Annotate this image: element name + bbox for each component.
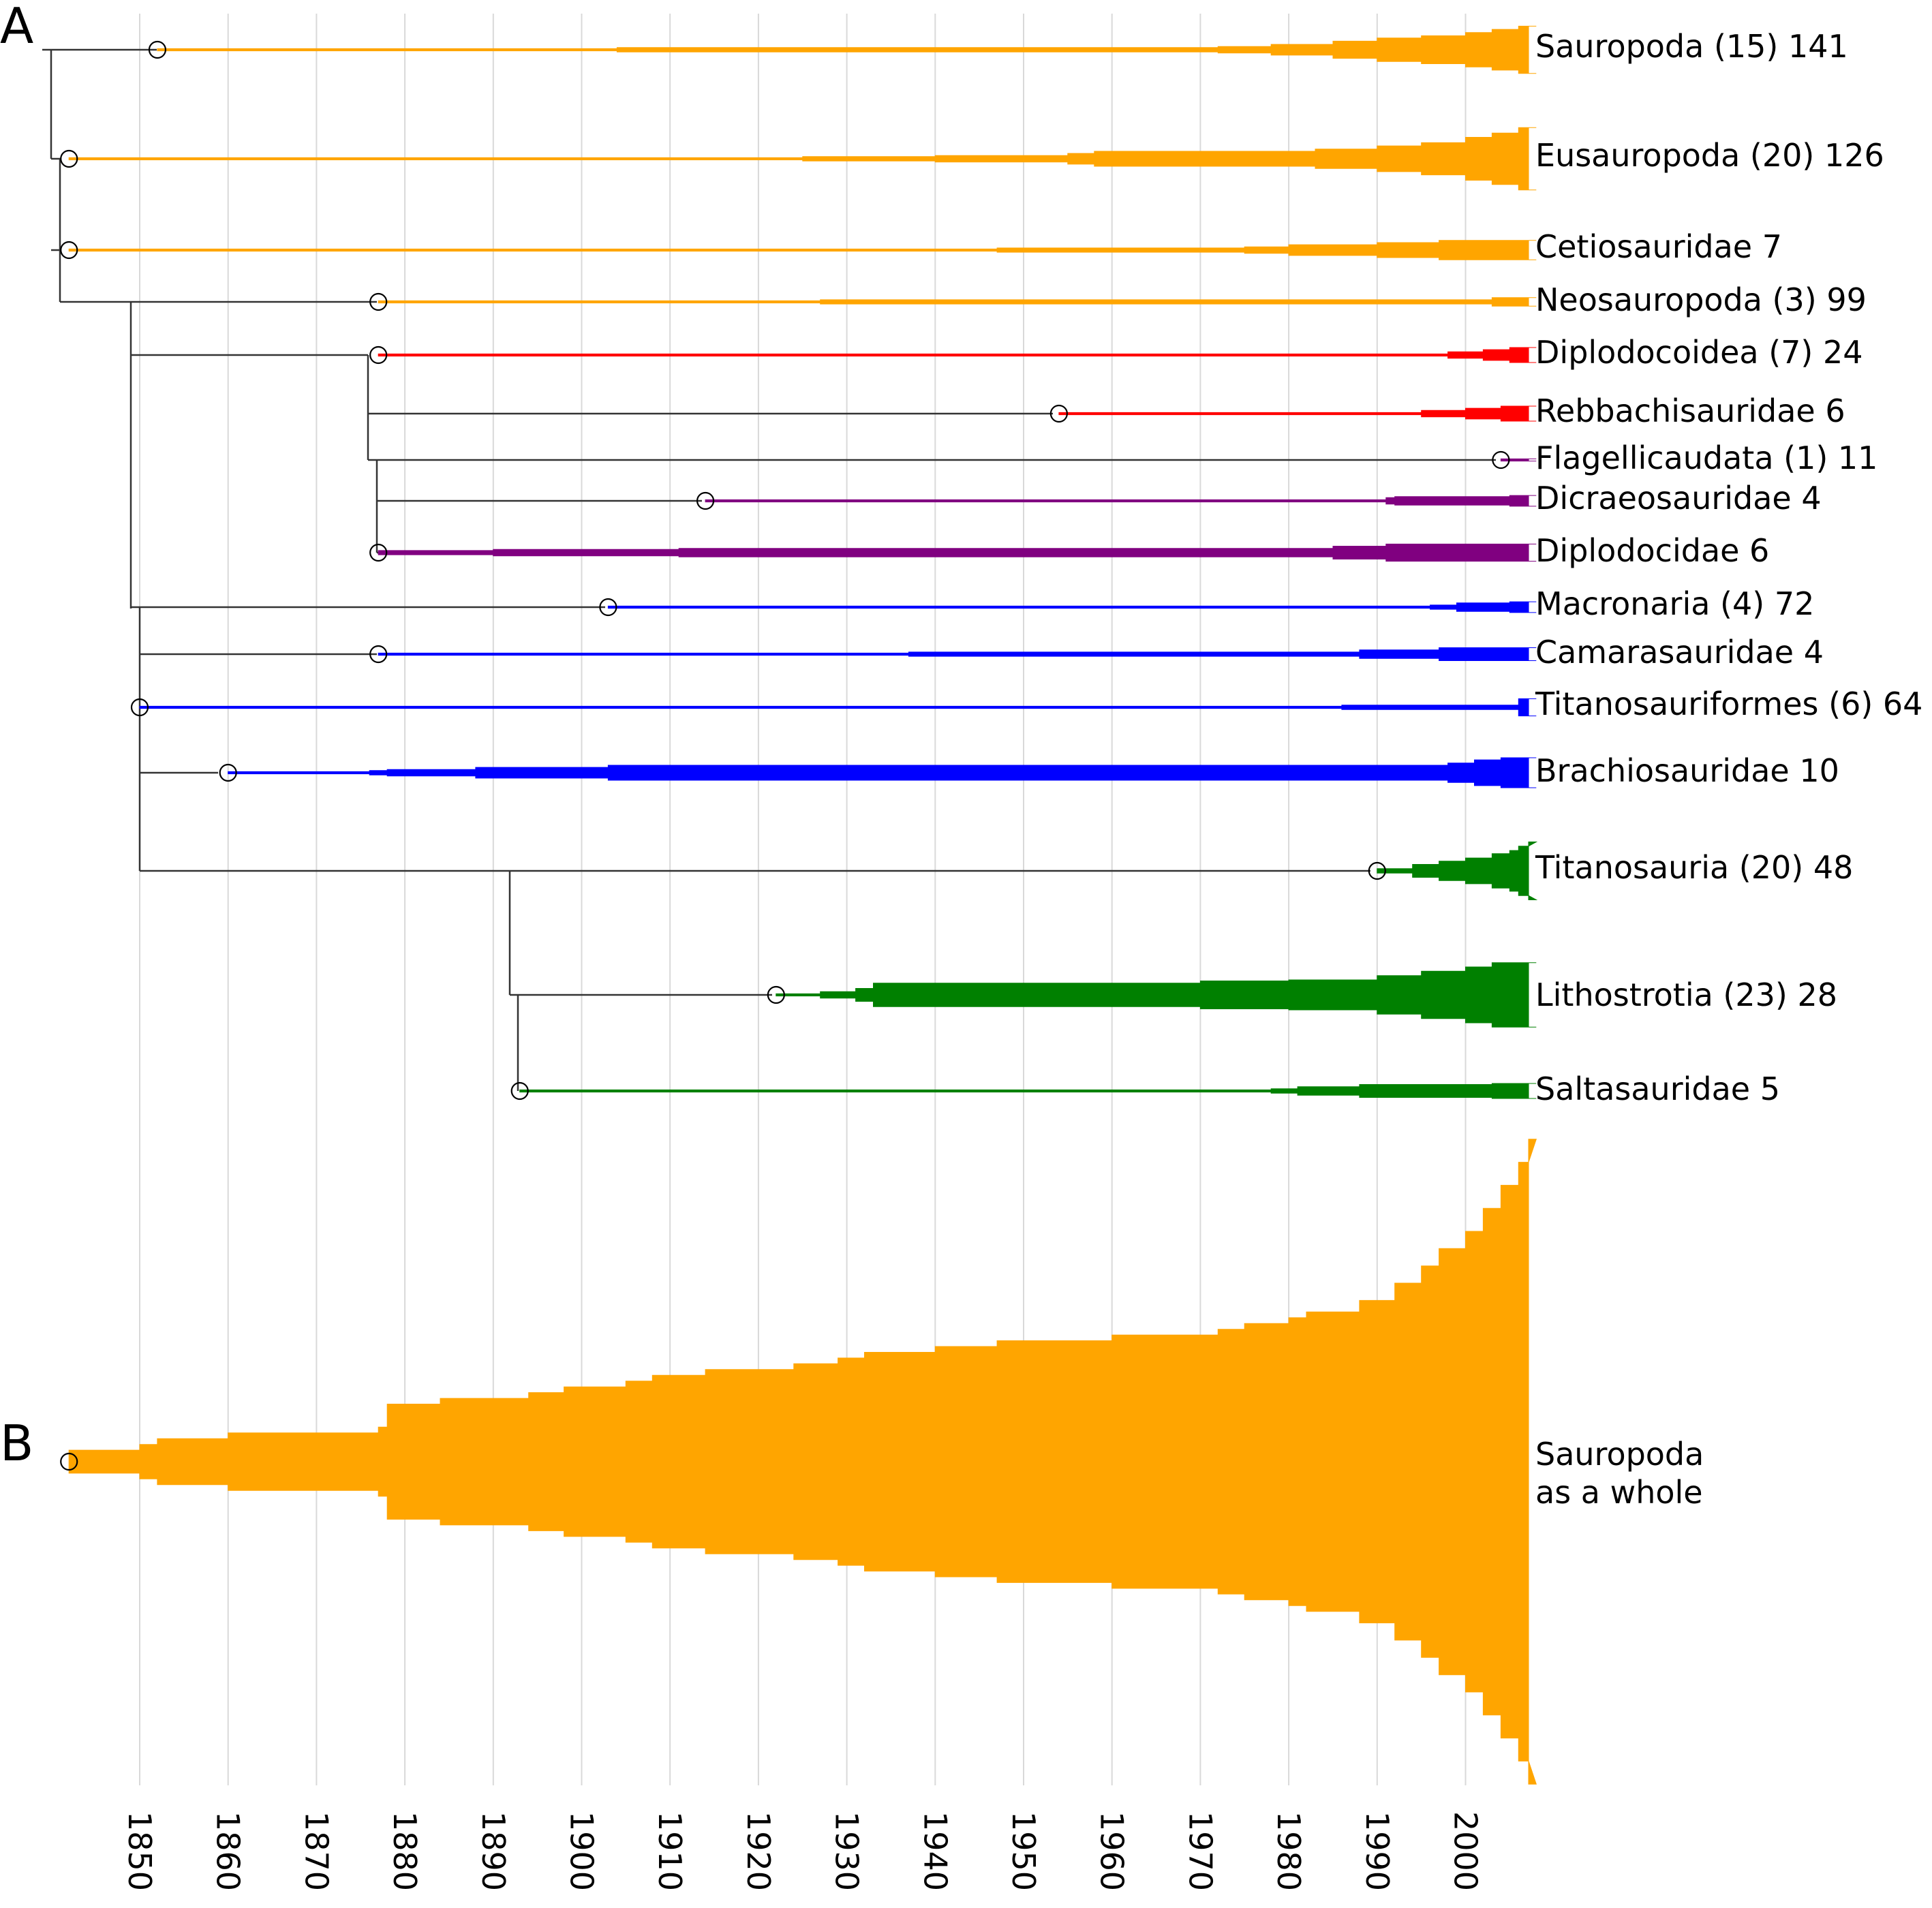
clade-label-1: Eusauropoda (20) 126: [1535, 137, 1884, 174]
clade-labels: Sauropoda (15) 141 Eusauropoda (20) 126 Ce…: [1535, 28, 1922, 1107]
origin-marker-15: [510, 1081, 529, 1101]
spindle-14: [776, 962, 1537, 1028]
origin-marker-9: [599, 598, 617, 617]
origin-marker-5: [1049, 404, 1068, 423]
x-tick-label-1890: 1890: [475, 1811, 512, 1891]
clade-label-0: Sauropoda (15) 141: [1535, 28, 1848, 65]
x-tick-label-1880: 1880: [386, 1811, 423, 1891]
x-tick-label-2000: 2000: [1447, 1811, 1484, 1891]
x-tick-label-1990: 1990: [1359, 1811, 1396, 1891]
spindle-10: [378, 647, 1537, 661]
x-tick-label-1860: 1860: [210, 1811, 247, 1891]
spindle-7: [705, 495, 1537, 507]
clade-label-8: Diplodocidae 6: [1535, 532, 1769, 569]
x-tick-label-1970: 1970: [1182, 1811, 1218, 1891]
spindle-9: [607, 601, 1537, 613]
spindle-6: [1500, 458, 1537, 462]
panel-b-letter: B: [0, 1415, 34, 1472]
panel-a-letter: A: [0, 0, 34, 55]
x-axis-year-ticks: 1850 1860 1870 1880 1890 1900 1910 1920 1930 1940…: [121, 1811, 1484, 1891]
clade-origin-markers: [60, 40, 1510, 1101]
origin-marker-2: [60, 241, 78, 260]
whole-label-line-1: as a whole: [1535, 1474, 1703, 1511]
origin-marker-14: [767, 985, 785, 1004]
origin-marker-0: [148, 40, 167, 59]
clade-label-4: Diplodocoidea (7) 24: [1535, 334, 1863, 371]
cladogram-tree: [42, 48, 1496, 1091]
clade-spindles: [68, 25, 1538, 1099]
clade-label-14: Lithostrotia (23) 28: [1535, 976, 1837, 1013]
spindle-1: [68, 127, 1537, 191]
clade-label-2: Cetiosauridae 7: [1535, 228, 1782, 265]
clade-label-15: Saltasauridae 5: [1535, 1071, 1780, 1107]
x-tick-label-1900: 1900: [564, 1811, 600, 1891]
spindle-sauropoda-whole: [68, 1139, 1537, 1785]
clade-label-7: Dicraeosauridae 4: [1535, 480, 1822, 517]
origin-marker-3: [369, 292, 388, 311]
x-tick-label-1980: 1980: [1270, 1811, 1307, 1891]
x-tick-label-1960: 1960: [1094, 1811, 1131, 1891]
x-tick-label-1870: 1870: [298, 1811, 335, 1891]
clade-label-6: Flagellicaudata (1) 11: [1535, 440, 1877, 476]
origin-marker-11: [130, 698, 149, 717]
x-tick-label-1950: 1950: [1005, 1811, 1042, 1891]
spindle-12: [228, 757, 1537, 788]
origin-marker-4: [369, 345, 388, 365]
origin-marker-1: [60, 149, 78, 168]
origin-marker-10: [369, 645, 388, 664]
spindle-2: [68, 240, 1537, 260]
origin-marker-8: [369, 543, 388, 562]
spindle-8: [378, 543, 1537, 562]
clade-label-10: Camarasauridae 4: [1535, 634, 1824, 671]
clade-label-3: Neosauropoda (3) 99: [1535, 281, 1867, 318]
clade-label-9: Macronaria (4) 72: [1535, 585, 1814, 622]
spindle-3: [378, 297, 1537, 307]
origin-marker-13: [1368, 861, 1386, 880]
spindle-13: [1377, 842, 1538, 900]
x-tick-label-1850: 1850: [121, 1811, 158, 1891]
clade-label-12: Brachiosauridae 10: [1535, 752, 1839, 789]
clade-label-11: Titanosauriformes (6) 64: [1535, 686, 1922, 722]
origin-marker-6: [1492, 450, 1510, 470]
spindle-0: [157, 25, 1537, 74]
spindle-15: [519, 1083, 1537, 1099]
origin-marker-12: [219, 763, 237, 782]
origin-marker-whole: [60, 1452, 78, 1471]
x-tick-label-1930: 1930: [829, 1811, 865, 1891]
clade-label-13: Titanosauria (20) 48: [1535, 849, 1853, 886]
spindle-5: [1058, 405, 1537, 422]
clade-label-5: Rebbachisauridae 6: [1535, 393, 1845, 429]
x-tick-label-1940: 1940: [917, 1811, 953, 1891]
whole-label-line-0: Sauropoda: [1535, 1436, 1704, 1473]
x-tick-label-1910: 1910: [651, 1811, 688, 1891]
x-tick-label-1920: 1920: [740, 1811, 777, 1891]
spindle-11: [139, 698, 1537, 717]
spindle-4: [378, 347, 1537, 363]
origin-marker-7: [696, 491, 715, 510]
